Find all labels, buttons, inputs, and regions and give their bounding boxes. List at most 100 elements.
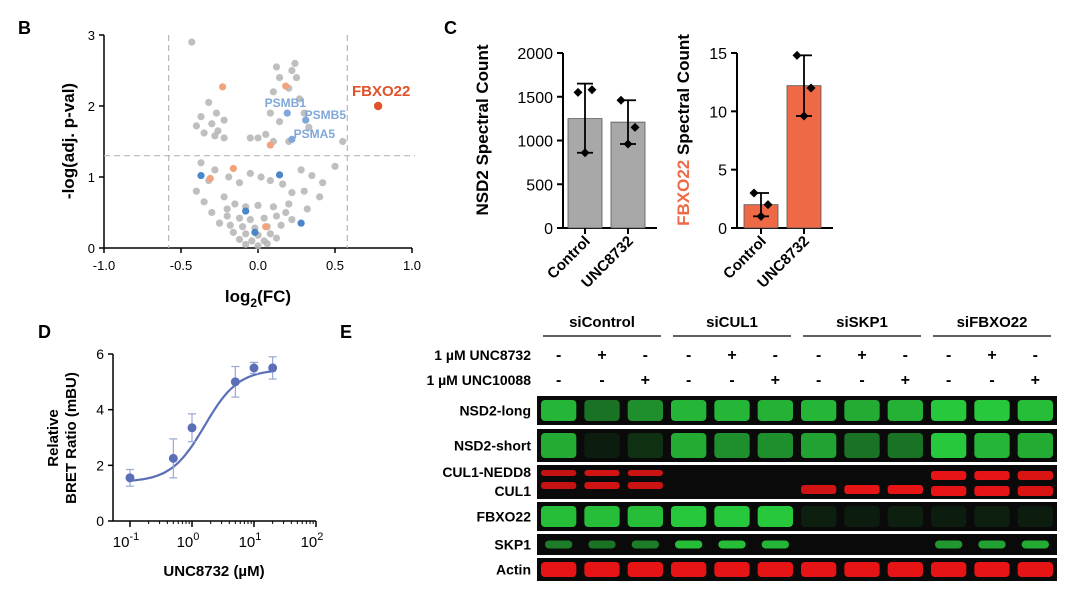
data-point-1 bbox=[168, 453, 178, 463]
gray-point-63 bbox=[277, 221, 285, 229]
gray-point-44 bbox=[220, 193, 228, 201]
treatment-mark-1-7: - bbox=[859, 372, 864, 389]
treatment-mark-0-0: - bbox=[556, 347, 561, 364]
treatment-mark-0-5: - bbox=[773, 347, 778, 364]
blue-point-3 bbox=[197, 171, 205, 180]
gray-point-64 bbox=[229, 228, 237, 236]
label-psmb5: PSMB5 bbox=[305, 108, 347, 122]
y-tick-label-4: 2000 bbox=[517, 46, 553, 63]
band-0-1 bbox=[584, 400, 620, 421]
x-tick-label-0: 10-1 bbox=[113, 531, 139, 551]
band-1-0 bbox=[541, 433, 577, 458]
blot-strip-4 bbox=[537, 534, 1057, 555]
y-tick-label-3: 15 bbox=[709, 46, 727, 63]
band-3-11 bbox=[1017, 506, 1053, 527]
fit-curve bbox=[129, 370, 273, 482]
band-0-4 bbox=[714, 400, 750, 421]
band-5-8 bbox=[887, 562, 923, 577]
y-tick-label-0: 0 bbox=[544, 221, 553, 238]
gray-point-13 bbox=[262, 130, 270, 138]
band-lower-2-10 bbox=[974, 486, 1010, 496]
treatment-label-0: 1 µM UNC8732 bbox=[434, 347, 531, 363]
gray-point-0 bbox=[188, 38, 196, 46]
treatment-mark-1-6: - bbox=[816, 372, 821, 389]
treatment-mark-0-7: + bbox=[857, 347, 866, 364]
gray-point-3 bbox=[197, 113, 205, 121]
gray-point-40 bbox=[308, 171, 316, 180]
blot-label-bottom-2: CUL1 bbox=[494, 483, 531, 499]
gray-point-22 bbox=[266, 109, 274, 117]
band-5-11 bbox=[1017, 562, 1053, 577]
x-tick-label-2: 101 bbox=[239, 531, 262, 551]
treatment-mark-0-3: - bbox=[686, 347, 691, 364]
x-label-log: log bbox=[225, 287, 251, 306]
treatment-mark-0-2: - bbox=[643, 347, 648, 364]
gray-point-36 bbox=[257, 173, 265, 181]
gray-point-79 bbox=[331, 162, 339, 170]
x-tick-label-0: -1.0 bbox=[93, 258, 115, 273]
blot-label-top-2: CUL1-NEDD8 bbox=[442, 464, 531, 480]
blot-label-3: FBXO22 bbox=[477, 509, 532, 525]
band-4-1 bbox=[588, 540, 616, 549]
blue-point-2 bbox=[288, 135, 296, 143]
band-5-0 bbox=[541, 562, 577, 577]
replicate-point-1-2 bbox=[806, 83, 816, 93]
y-tick-label-0: 0 bbox=[718, 221, 727, 238]
gray-point-72 bbox=[242, 240, 250, 249]
gray-point-28 bbox=[291, 59, 299, 67]
gray-point-56 bbox=[272, 212, 281, 220]
replicate-point-0-1 bbox=[580, 148, 590, 158]
band-1-9 bbox=[931, 433, 967, 458]
data-point-2 bbox=[187, 423, 197, 433]
gray-point-10 bbox=[246, 134, 254, 142]
band-3-0 bbox=[541, 506, 577, 527]
panel-c-letter: C bbox=[444, 18, 457, 38]
gray-point-15 bbox=[288, 66, 296, 75]
band-1-4 bbox=[714, 433, 750, 458]
band-upper-2-2 bbox=[627, 470, 663, 476]
replicate-point-0-0 bbox=[573, 87, 583, 97]
treatment-mark-1-11: + bbox=[1031, 372, 1040, 389]
gray-point-21 bbox=[300, 109, 308, 117]
gray-point-58 bbox=[215, 219, 224, 227]
group-label-3: siFBXO22 bbox=[957, 314, 1028, 331]
gray-point-38 bbox=[279, 180, 287, 188]
volcano-ticks: -1.0 -0.5 0.0 0.5 1.0 0 1 2 3 bbox=[88, 28, 421, 273]
y-tick-label-2: 1000 bbox=[517, 134, 553, 151]
x-tick-label-1: -0.5 bbox=[170, 258, 192, 273]
blot-label-5: Actin bbox=[496, 562, 531, 578]
panel-b-letter: B bbox=[18, 18, 31, 38]
panel-e: E siControl siCUL1 siSKP1 siFBXO22 1 µM UNC8… bbox=[340, 314, 1057, 581]
band-5-6 bbox=[801, 562, 837, 577]
band-2-7 bbox=[844, 485, 880, 494]
band-lower-2-1 bbox=[584, 482, 620, 489]
blue-point-4 bbox=[275, 171, 284, 179]
blot-strip-3 bbox=[537, 502, 1057, 531]
orange-point-1 bbox=[282, 82, 290, 90]
replicate-point-0-0 bbox=[749, 188, 759, 198]
gray-point-30 bbox=[211, 166, 219, 174]
gray-point-1 bbox=[205, 98, 213, 107]
gray-point-55 bbox=[260, 214, 268, 222]
band-1-3 bbox=[671, 433, 707, 458]
gray-point-33 bbox=[192, 187, 200, 195]
gray-point-76 bbox=[282, 208, 290, 217]
band-4-4 bbox=[718, 540, 746, 549]
gray-point-77 bbox=[316, 193, 324, 201]
blot-strip-5 bbox=[537, 558, 1057, 581]
gray-point-9 bbox=[211, 132, 219, 140]
band-2-8 bbox=[887, 485, 923, 494]
gray-point-73 bbox=[254, 242, 262, 250]
treatment-mark-0-9: - bbox=[946, 347, 951, 364]
blot-label-1: NSD2-short bbox=[454, 438, 531, 454]
x-tick-label-3: 102 bbox=[301, 531, 324, 551]
y-tick-label-0: 0 bbox=[88, 241, 95, 256]
band-1-2 bbox=[627, 433, 663, 458]
treatment-mark-0-10: + bbox=[987, 347, 996, 364]
label-psma5: PSMA5 bbox=[294, 127, 336, 141]
gray-point-19 bbox=[269, 88, 277, 96]
treatment-mark-1-3: - bbox=[686, 372, 691, 389]
